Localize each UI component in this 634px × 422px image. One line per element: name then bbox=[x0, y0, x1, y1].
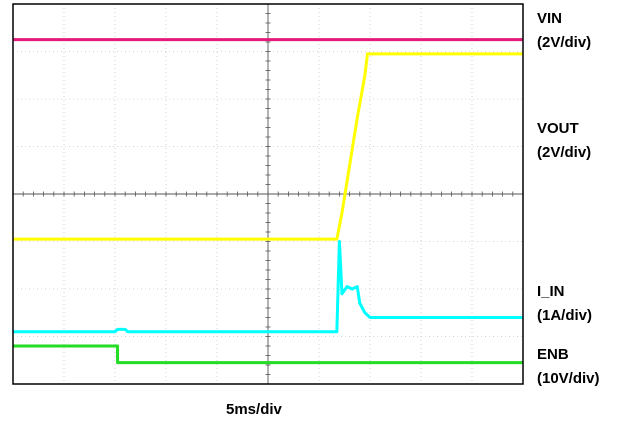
series-label-iin: I_IN bbox=[537, 283, 565, 300]
series-label-enb: ENB bbox=[537, 346, 569, 363]
series-trace-vout bbox=[13, 52, 523, 241]
trace-layer bbox=[13, 38, 523, 365]
series-trace-iin bbox=[13, 240, 523, 334]
series-label-vin: VIN bbox=[537, 10, 563, 27]
series-scale-enb: (10V/div) bbox=[537, 370, 600, 387]
series-scale-vin: (2V/div) bbox=[537, 34, 592, 51]
plot-frame bbox=[12, 3, 524, 385]
series-label-vout: VOUT bbox=[537, 120, 579, 137]
series-scale-iin: (1A/div) bbox=[537, 307, 593, 324]
series-trace-enb bbox=[13, 344, 523, 365]
series-scale-vout: (2V/div) bbox=[537, 144, 592, 161]
graticule bbox=[12, 3, 524, 385]
x-axis-label: 5ms/div bbox=[226, 401, 282, 418]
